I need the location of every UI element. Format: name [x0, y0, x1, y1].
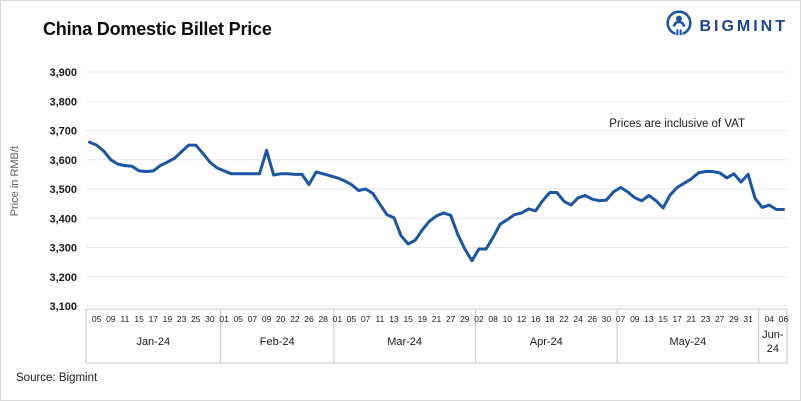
y-tick-label: 3,800: [49, 96, 77, 108]
y-tick-label: 3,100: [49, 301, 77, 313]
day-tick-label: 27: [446, 314, 456, 324]
day-tick-label: 15: [658, 314, 668, 324]
y-tick-label: 3,500: [49, 184, 77, 196]
price-line: [88, 140, 785, 263]
day-tick-label: 17: [149, 314, 159, 324]
day-tick-label: 15: [403, 314, 413, 324]
day-tick-label: 28: [318, 314, 328, 324]
bigmint-logo-icon: [664, 9, 694, 44]
day-tick-label: 19: [163, 314, 173, 324]
day-tick-label: 24: [573, 314, 583, 324]
day-tick-label: 11: [375, 314, 384, 324]
month-tick-label: May-24: [670, 336, 707, 348]
day-tick-label: 07: [616, 314, 626, 324]
day-tick-label: 30: [205, 314, 215, 324]
day-tick-label: 27: [715, 314, 725, 324]
day-tick-label: 21: [687, 314, 697, 324]
day-tick-label: 23: [177, 314, 187, 324]
y-tick-label: 3,200: [49, 272, 77, 284]
day-tick-label: 19: [418, 314, 428, 324]
day-tick-label: 18: [545, 314, 555, 324]
day-tick-label: 17: [672, 314, 682, 324]
vat-annotation: Prices are inclusive of VAT: [609, 118, 745, 130]
day-tick-label: 22: [290, 314, 300, 324]
price-line-chart: 3,100 3,200 3,300 3,400 3,500 3,600 3,700 3,800…: [49, 67, 789, 364]
month-tick-label: 24: [767, 343, 779, 355]
day-tick-label: 01: [333, 314, 343, 324]
y-tick-label: 3,400: [49, 213, 77, 225]
day-tick-label: 16: [531, 314, 541, 324]
day-tick-label: 07: [248, 314, 258, 324]
day-tick-label: 29: [729, 314, 739, 324]
day-tick-label: 12: [517, 314, 527, 324]
day-tick-label: 04: [765, 314, 775, 324]
day-tick-label: 01: [219, 314, 229, 324]
source-note: Source: Bigmint: [16, 372, 98, 384]
brand-logo-text: BIGMINT: [699, 17, 788, 35]
day-tick-label: 21: [432, 314, 442, 324]
day-tick-label: 06: [779, 314, 789, 324]
day-tick-label: 05: [233, 314, 243, 324]
month-tick-label: Mar-24: [387, 336, 422, 348]
day-tick-label: 13: [389, 314, 399, 324]
day-tick-label: 23: [701, 314, 711, 324]
brand-logo: BIGMINT: [664, 9, 788, 44]
day-tick-label: 10: [503, 314, 513, 324]
month-tick-label: Apr-24: [530, 336, 563, 348]
y-tick-label: 3,700: [49, 126, 77, 138]
page-title: China Domestic Billet Price: [43, 19, 272, 39]
y-tick-label: 3,900: [49, 67, 77, 79]
day-tick-label: 05: [347, 314, 357, 324]
y-tick-label: 3,600: [49, 155, 77, 167]
day-tick-label: 09: [262, 314, 272, 324]
day-tick-label: 15: [134, 314, 144, 324]
day-tick-label: 11: [120, 314, 129, 324]
day-tick-label: 30: [602, 314, 612, 324]
day-tick-label: 31: [743, 314, 753, 324]
day-tick-label: 25: [191, 314, 201, 324]
day-tick-label: 08: [488, 314, 498, 324]
y-axis-title: Price in RMB/t: [9, 146, 21, 217]
day-tick-label: 22: [559, 314, 569, 324]
month-tick-label: Jan-24: [136, 336, 170, 348]
day-tick-label: 26: [304, 314, 314, 324]
day-tick-label: 13: [644, 314, 654, 324]
month-tick-label: Jun-: [762, 329, 784, 341]
day-tick-label: 02: [474, 314, 484, 324]
month-tick-label: Feb-24: [260, 336, 295, 348]
day-tick-label: 09: [630, 314, 640, 324]
day-tick-label: 29: [460, 314, 470, 324]
day-tick-label: 20: [276, 314, 286, 324]
day-tick-label: 05: [92, 314, 102, 324]
day-tick-label: 26: [588, 314, 598, 324]
day-tick-label: 09: [106, 314, 116, 324]
y-tick-label: 3,300: [49, 243, 77, 255]
day-tick-label: 07: [361, 314, 371, 324]
